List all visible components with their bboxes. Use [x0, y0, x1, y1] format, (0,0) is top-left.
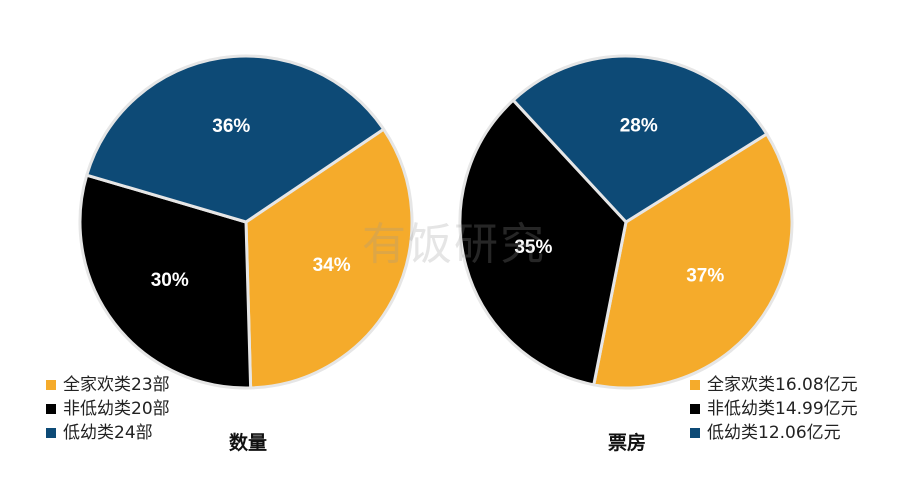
pie-slice-blue — [85, 54, 386, 224]
pie-chart-quantity: 34% 30% 36% — [78, 54, 414, 390]
legend-swatch-orange — [690, 380, 700, 390]
legend-item: 非低幼类20部 — [46, 397, 170, 421]
legend-swatch-orange — [46, 380, 56, 390]
pie-slice-orange — [592, 132, 794, 390]
chart-title-box-office: 票房 — [608, 432, 647, 454]
pie-chart-box-office: 37% 35% 28% — [458, 54, 794, 390]
pie-slice-label: 36% — [212, 116, 250, 137]
legend-label: 非低幼类20部 — [63, 399, 170, 419]
legend-label: 低幼类24部 — [63, 423, 153, 443]
legend-quantity: 全家欢类23部 非低幼类20部 低幼类24部 — [46, 373, 170, 445]
pie-slice-label: 37% — [686, 266, 724, 287]
legend-label: 全家欢类23部 — [63, 375, 170, 395]
legend-item: 全家欢类16.08亿元 — [690, 373, 858, 397]
legend-swatch-black — [46, 404, 56, 414]
legend-label: 低幼类12.06亿元 — [707, 423, 841, 443]
legend-swatch-blue — [690, 428, 700, 438]
pie-slice-black — [78, 173, 253, 390]
pie-slice-label: 30% — [151, 270, 189, 291]
watermark: 有饭研究 — [362, 219, 546, 270]
legend-item: 非低幼类14.99亿元 — [690, 397, 858, 421]
legend-box-office: 全家欢类16.08亿元 非低幼类14.99亿元 低幼类12.06亿元 — [690, 373, 858, 445]
legend-item: 低幼类24部 — [46, 421, 170, 445]
legend-label: 非低幼类14.99亿元 — [707, 399, 858, 419]
legend-label: 全家欢类16.08亿元 — [707, 375, 858, 395]
legend-swatch-blue — [46, 428, 56, 438]
pie-slice-label: 28% — [620, 116, 658, 137]
pie-slice-black — [458, 98, 628, 387]
chart-title-quantity: 数量 — [229, 432, 268, 454]
pie-slice-label: 34% — [313, 255, 351, 276]
pie-slice-blue — [511, 54, 769, 224]
pie-slice-label: 35% — [514, 237, 552, 258]
legend-item: 低幼类12.06亿元 — [690, 421, 858, 445]
legend-item: 全家欢类23部 — [46, 373, 170, 397]
pie-slice-orange — [244, 127, 414, 390]
legend-swatch-black — [690, 404, 700, 414]
